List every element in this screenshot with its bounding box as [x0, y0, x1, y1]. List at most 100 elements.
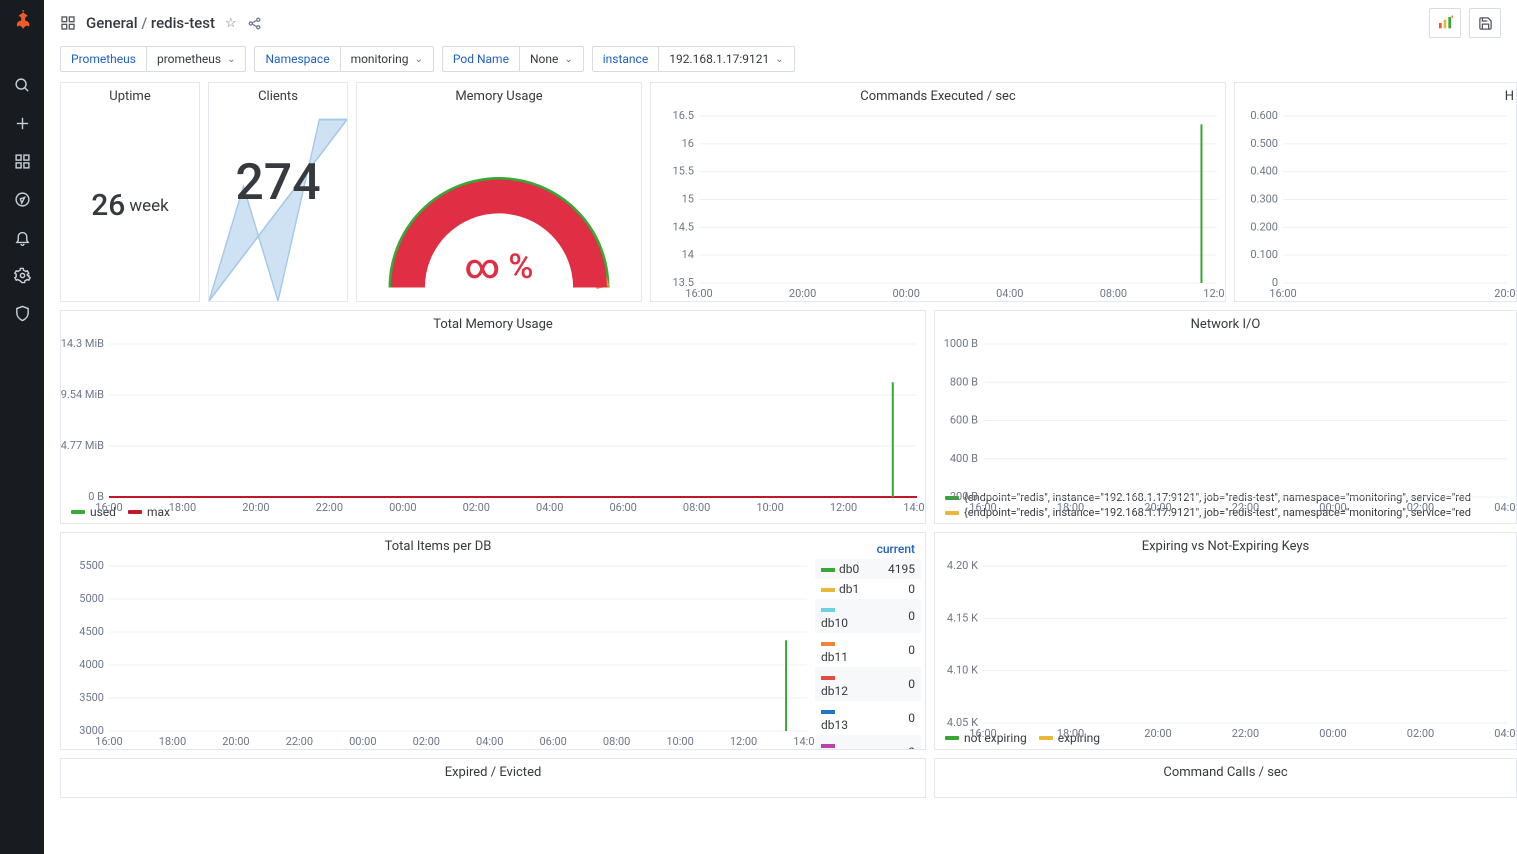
var-select-namespace[interactable]: monitoring⌄: [340, 46, 434, 72]
svg-text:08:00: 08:00: [603, 735, 630, 748]
var-select-prometheus[interactable]: prometheus⌄: [146, 46, 247, 72]
svg-text:4.77 MiB: 4.77 MiB: [61, 439, 104, 452]
var-select-podname[interactable]: None⌄: [519, 46, 584, 72]
panel-network-io[interactable]: Network I/O 1000 B800 B600 B400 B200 B16…: [934, 310, 1517, 524]
dashboards-icon[interactable]: [0, 142, 44, 180]
panel-title: Memory Usage: [357, 83, 641, 110]
svg-text:08:00: 08:00: [1100, 287, 1127, 300]
svg-text:08:00: 08:00: [683, 501, 710, 514]
svg-text:16:00: 16:00: [685, 287, 712, 300]
svg-text:12:00: 12:00: [830, 501, 857, 514]
svg-text:00:00: 00:00: [892, 287, 919, 300]
svg-text:16:00: 16:00: [95, 735, 122, 748]
svg-text:22:00: 22:00: [1232, 501, 1259, 514]
svg-text:18:00: 18:00: [169, 501, 196, 514]
svg-text:5000: 5000: [79, 592, 104, 605]
variable-bar: Prometheusprometheus⌄ Namespacemonitorin…: [44, 46, 1517, 82]
panel-expired-evicted[interactable]: Expired / Evicted: [60, 758, 926, 798]
svg-text:20:00: 20:00: [1494, 287, 1516, 300]
svg-text:00:00: 00:00: [1319, 727, 1346, 740]
svg-text:22:00: 22:00: [316, 501, 343, 514]
plus-icon[interactable]: [0, 104, 44, 142]
star-icon[interactable]: ☆: [225, 16, 237, 31]
share-icon[interactable]: [247, 16, 262, 31]
explore-icon[interactable]: [0, 180, 44, 218]
panel-total-memory[interactable]: Total Memory Usage 14.3 MiB9.54 MiB4.77 …: [60, 310, 926, 524]
svg-text:02:00: 02:00: [1407, 727, 1434, 740]
svg-text:22:00: 22:00: [1232, 727, 1259, 740]
svg-text:20:00: 20:00: [1144, 501, 1171, 514]
svg-text:04:00: 04:00: [996, 287, 1023, 300]
breadcrumb-folder[interactable]: General: [86, 14, 138, 32]
svg-text:600 B: 600 B: [950, 414, 978, 427]
svg-text:14: 14: [682, 248, 694, 261]
clients-value: 274: [235, 154, 320, 212]
svg-text:800 B: 800 B: [950, 375, 978, 388]
shield-icon[interactable]: [0, 294, 44, 332]
svg-text:15: 15: [682, 193, 694, 206]
panel-memory-usage[interactable]: Memory Usage ∞ %: [356, 82, 642, 302]
svg-text:1000 B: 1000 B: [944, 338, 978, 350]
add-panel-button[interactable]: +: [1429, 8, 1461, 38]
svg-text:04:00: 04:00: [476, 735, 503, 748]
svg-text:0.600: 0.600: [1250, 110, 1278, 122]
panel-uptime[interactable]: Uptime 26week: [60, 82, 200, 302]
svg-text:16:00: 16:00: [95, 501, 122, 514]
svg-text:04:00: 04:00: [1494, 501, 1516, 514]
search-icon[interactable]: [0, 66, 44, 104]
panel-title: Clients: [209, 83, 347, 110]
panel-items-per-db[interactable]: Total Items per DB 550050004500400035003…: [60, 532, 926, 750]
svg-text:20:00: 20:00: [242, 501, 269, 514]
svg-text:20:00: 20:00: [789, 287, 816, 300]
svg-text:9.54 MiB: 9.54 MiB: [61, 388, 104, 401]
svg-text:00:00: 00:00: [389, 501, 416, 514]
svg-text:12:00: 12:00: [730, 735, 757, 748]
svg-text:10:00: 10:00: [666, 735, 693, 748]
uptime-value: 26: [91, 188, 125, 223]
svg-text:16:00: 16:00: [969, 501, 996, 514]
svg-text:06:00: 06:00: [539, 735, 566, 748]
svg-text:5500: 5500: [79, 560, 104, 572]
panel-expiring-keys[interactable]: Expiring vs Not-Expiring Keys 4.20 K4.15…: [934, 532, 1517, 750]
svg-text:12:00: 12:00: [1203, 287, 1225, 300]
var-label: instance: [592, 46, 658, 72]
svg-text:14.3 MiB: 14.3 MiB: [61, 338, 104, 350]
svg-text:+: +: [1450, 15, 1453, 21]
svg-text:04:00: 04:00: [1494, 727, 1516, 740]
save-button[interactable]: [1469, 8, 1501, 38]
panel-title: Command Calls / sec: [935, 759, 1516, 786]
panel-commands-sec[interactable]: Commands Executed / sec 16.51615.51514.5…: [650, 82, 1226, 302]
svg-text:0.200: 0.200: [1250, 220, 1278, 233]
svg-text:4500: 4500: [79, 625, 104, 638]
svg-text:20:00: 20:00: [222, 735, 249, 748]
grafana-logo-icon[interactable]: [8, 8, 36, 36]
panel-command-calls[interactable]: Command Calls / sec: [934, 758, 1517, 798]
panel-clients[interactable]: Clients 274: [208, 82, 348, 302]
svg-text:4.15 K: 4.15 K: [947, 611, 978, 624]
gear-icon[interactable]: [0, 256, 44, 294]
uptime-unit: week: [129, 196, 168, 216]
svg-text:4.10 K: 4.10 K: [947, 664, 978, 677]
svg-text:00:00: 00:00: [1319, 501, 1346, 514]
svg-text:16:00: 16:00: [1269, 287, 1296, 300]
panel-title: Total Items per DB: [61, 533, 815, 560]
breadcrumb-dash[interactable]: redis-test: [151, 14, 215, 32]
var-select-instance[interactable]: 192.168.1.17:9121⌄: [658, 46, 794, 72]
var-label: Prometheus: [60, 46, 146, 72]
svg-text:10:00: 10:00: [756, 501, 783, 514]
alert-icon[interactable]: [0, 218, 44, 256]
svg-text:02:00: 02:00: [463, 501, 490, 514]
svg-text:16:00: 16:00: [969, 727, 996, 740]
panel-extra[interactable]: H 0.6000.5000.4000.3000.2000.100016:0020…: [1234, 82, 1517, 302]
svg-text:06:00: 06:00: [609, 501, 636, 514]
svg-text:0.500: 0.500: [1250, 137, 1278, 150]
svg-text:20:00: 20:00: [1144, 727, 1171, 740]
svg-text:0.400: 0.400: [1250, 165, 1278, 178]
svg-text:16: 16: [682, 137, 694, 150]
svg-text:16.5: 16.5: [673, 110, 694, 122]
svg-text:18:00: 18:00: [1057, 727, 1084, 740]
svg-text:400 B: 400 B: [950, 452, 978, 465]
dashboard-icon: [60, 15, 76, 31]
svg-text:02:00: 02:00: [413, 735, 440, 748]
svg-text:4.20 K: 4.20 K: [947, 560, 978, 572]
